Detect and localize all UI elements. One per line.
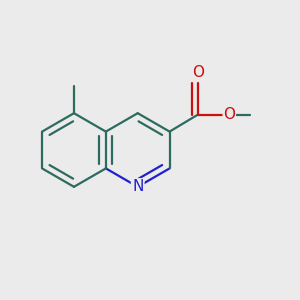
Text: O: O <box>223 107 235 122</box>
Text: N: N <box>132 179 143 194</box>
Text: O: O <box>192 64 204 80</box>
